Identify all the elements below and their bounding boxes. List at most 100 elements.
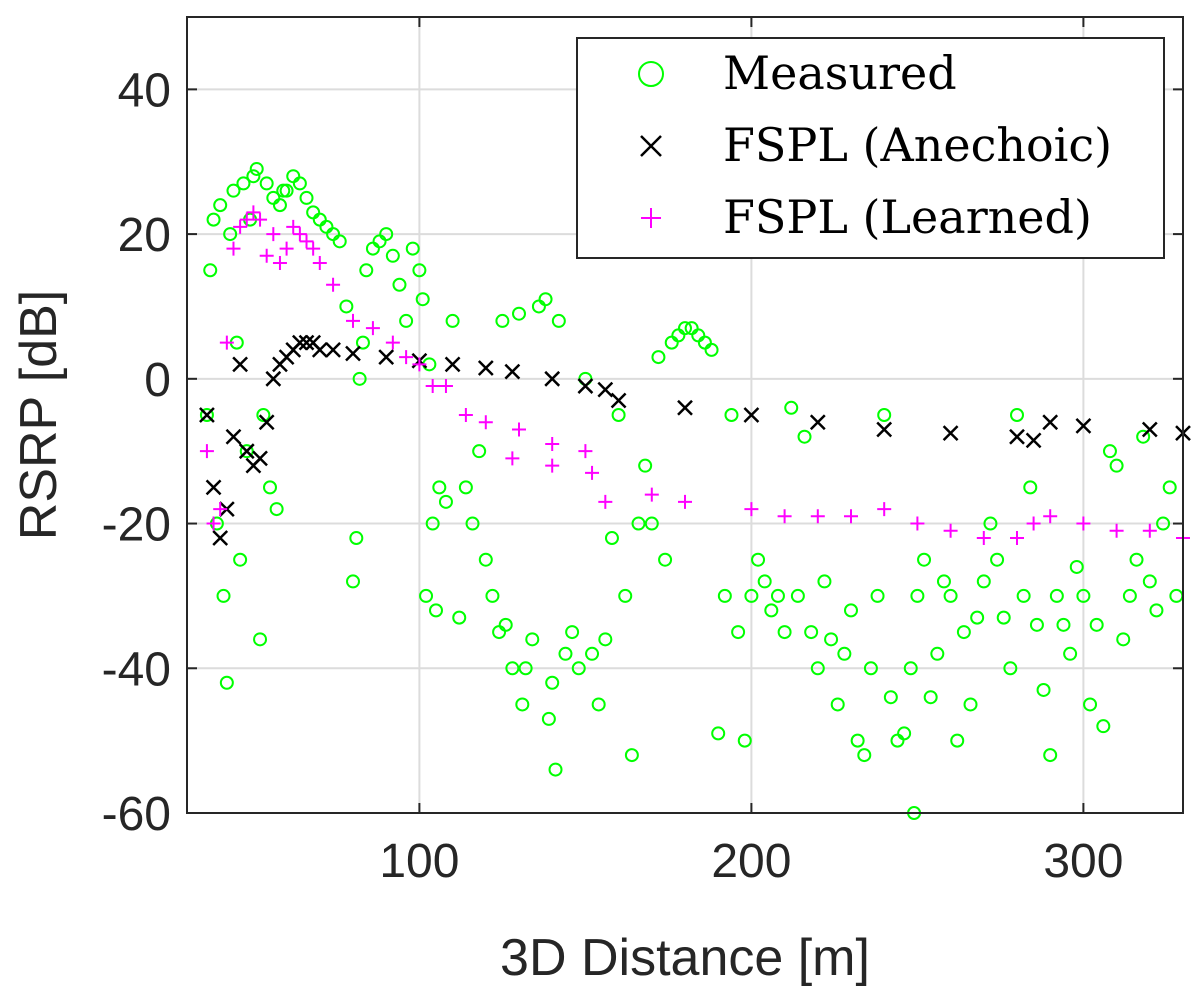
data-point [259, 176, 274, 191]
data-point [743, 407, 760, 423]
data-point [372, 234, 387, 249]
data-point [664, 335, 679, 350]
data-point [644, 487, 659, 502]
data-point [1036, 682, 1051, 697]
data-point [477, 360, 494, 376]
data-point [651, 350, 666, 365]
data-point [312, 256, 327, 271]
data-point [1029, 617, 1044, 632]
data-point [206, 212, 221, 227]
data-point [983, 516, 998, 531]
data-point [890, 733, 905, 748]
data-point [292, 176, 307, 191]
data-point [631, 516, 646, 531]
data-point [365, 241, 380, 256]
y-axis-label: RSRP [dB] [10, 290, 68, 540]
data-point [691, 328, 706, 343]
data-point [253, 632, 268, 647]
data-point [263, 480, 277, 495]
data-point [385, 248, 400, 263]
data-point [1109, 458, 1124, 473]
data-point [378, 349, 395, 365]
data-point [504, 363, 521, 380]
data-point [930, 646, 945, 661]
data-point [737, 733, 752, 748]
y-tick-label: -20 [102, 499, 171, 552]
data-point [213, 502, 228, 517]
data-point [917, 552, 932, 567]
data-point [1156, 516, 1171, 531]
data-point [658, 552, 673, 567]
data-point [1023, 480, 1038, 495]
data-point [751, 552, 766, 567]
data-point [438, 379, 453, 394]
data-point [444, 356, 461, 373]
data-point [678, 321, 692, 336]
data-point [505, 661, 520, 676]
data-point [205, 479, 222, 496]
data-point [585, 646, 600, 661]
data-point [551, 313, 566, 328]
data-point [425, 379, 440, 394]
data-point [206, 516, 221, 531]
data-point [976, 531, 991, 546]
data-point [429, 603, 443, 618]
data-point [903, 661, 918, 676]
data-point [349, 531, 364, 546]
data-point [996, 610, 1011, 625]
data-point [942, 425, 959, 441]
data-point [258, 414, 275, 431]
data-point [677, 399, 693, 416]
data-point [225, 428, 242, 445]
data-point [777, 509, 792, 524]
data-point [299, 234, 314, 249]
data-point [1141, 421, 1158, 438]
legend-box [576, 37, 1165, 259]
data-point [531, 299, 546, 314]
data-point [512, 422, 526, 437]
data-point [943, 523, 958, 538]
data-point [1010, 408, 1024, 422]
data-point [1089, 617, 1104, 632]
data-point [1043, 509, 1058, 524]
data-point [1096, 719, 1111, 734]
data-point [311, 341, 328, 358]
data-point [265, 370, 282, 387]
data-point [618, 588, 633, 603]
data-point [233, 552, 248, 567]
data-point [432, 480, 447, 495]
data-point [545, 675, 560, 690]
data-point [1003, 661, 1018, 676]
data-point [292, 227, 307, 242]
data-point [597, 381, 614, 398]
data-point [256, 408, 271, 422]
data-point [199, 408, 214, 422]
data-point [863, 661, 878, 676]
data-point [1043, 748, 1058, 763]
data-point [817, 574, 832, 589]
data-point [810, 661, 825, 676]
data-point [1109, 523, 1124, 538]
data-point [538, 292, 553, 307]
data-point [857, 748, 872, 763]
data-point [824, 632, 839, 647]
data-point [1069, 559, 1084, 574]
data-point [223, 227, 238, 242]
data-point [312, 212, 327, 227]
data-point [498, 617, 513, 632]
data-point [415, 292, 430, 307]
data-point [844, 603, 858, 618]
data-point [478, 415, 493, 430]
data-point [1016, 588, 1031, 603]
data-point [1083, 697, 1098, 712]
data-point [419, 588, 434, 603]
data-point [352, 371, 367, 386]
series-measured [199, 161, 1184, 820]
data-point [611, 408, 626, 422]
data-point [259, 248, 274, 263]
data-point [203, 263, 218, 278]
data-point [272, 256, 287, 271]
legend-entry: Measured [638, 46, 957, 100]
data-point [956, 625, 971, 640]
